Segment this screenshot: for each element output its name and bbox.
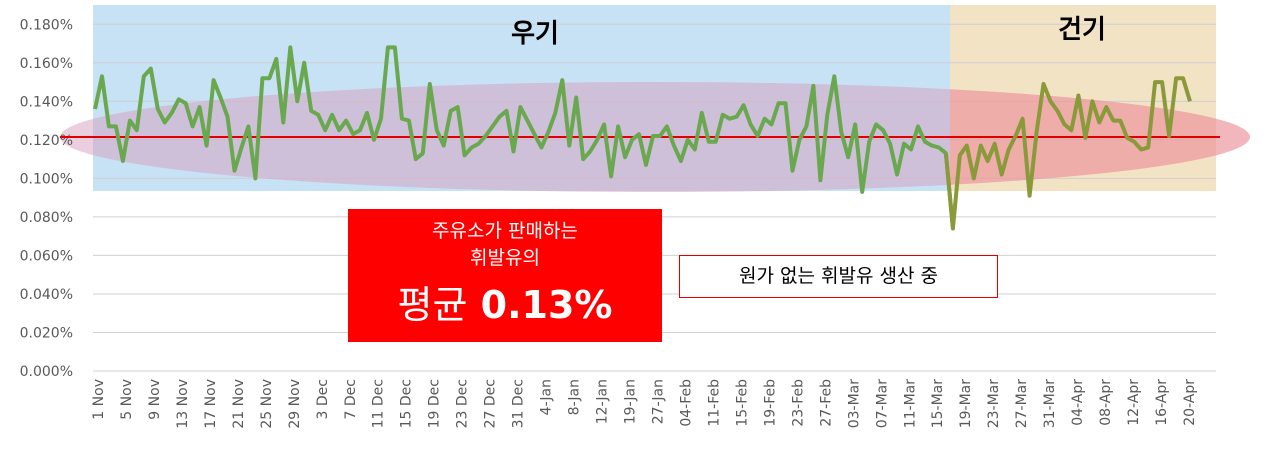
x-tick-label: 31 Dec (511, 379, 527, 428)
x-tick-label: 15-Mar (930, 379, 946, 429)
x-tick-label: 23 Dec (455, 379, 471, 428)
x-tick-label: 04-Apr (1070, 379, 1086, 426)
x-tick-label: 15-Feb (734, 379, 750, 427)
x-tick-label: 13 Nov (175, 379, 191, 429)
x-tick-label: 27-Mar (1014, 379, 1030, 429)
x-tick-label: 23-Mar (986, 379, 1002, 429)
x-tick-label: 12-Jan (595, 379, 611, 424)
dry-season-label: 건기 (1058, 15, 1106, 45)
y-tick-label: 0.000% (20, 364, 73, 380)
average-label-box: 주유소가 판매하는 휘발유의 평균 0.13% (348, 209, 662, 342)
rainy-season-label: 우기 (511, 19, 559, 49)
average-label-line1: 주유소가 판매하는 (432, 220, 578, 242)
x-tick-label: 19-Mar (958, 379, 974, 429)
y-tick-label: 0.140% (20, 94, 73, 110)
x-tick-label: 03-Mar (846, 379, 862, 429)
x-tick-label: 29 Nov (287, 379, 303, 429)
x-tick-label: 15 Dec (399, 379, 415, 428)
x-tick-label: 08-Apr (1098, 379, 1114, 426)
x-tick-label: 12-Apr (1126, 379, 1142, 426)
x-tick-label: 9 Nov (147, 379, 163, 420)
x-tick-label: 3 Dec (315, 379, 331, 419)
x-tick-label: 23-Feb (790, 379, 806, 427)
x-tick-label: 20-Apr (1182, 379, 1198, 426)
x-tick-label: 25 Nov (259, 379, 275, 429)
y-tick-label: 0.180% (20, 17, 73, 33)
series-line-rainy (93, 45, 955, 229)
x-tick-label: 27-Jan (650, 379, 666, 424)
y-tick-label: 0.040% (20, 287, 73, 303)
x-tick-label: 19-Feb (762, 379, 778, 427)
y-tick-label: 0.020% (20, 325, 73, 341)
y-tick-label: 0.060% (20, 248, 73, 264)
x-tick-label: 7 Dec (343, 379, 359, 419)
series (93, 45, 1192, 231)
x-tick-label: 8-Jan (567, 379, 583, 415)
x-tick-label: 19-Jan (623, 379, 639, 424)
x-tick-label: 21 Nov (231, 379, 247, 429)
x-tick-label: 1 Nov (91, 379, 107, 420)
series-line-dry (943, 76, 1192, 231)
y-tick-label: 0.120% (20, 133, 73, 149)
average-label-line2: 휘발유의 (470, 247, 540, 269)
x-tick-label: 5 Nov (119, 379, 135, 420)
x-tick-label: 27 Dec (483, 379, 499, 428)
x-tick-label: 19 Dec (427, 379, 443, 428)
x-axis: 1 Nov 5 Nov 9 Nov 13 Nov 17 Nov 21 Nov 25 Nov 2… (91, 379, 1198, 429)
y-tick-label: 0.100% (20, 171, 73, 187)
x-tick-label: 31-Mar (1042, 379, 1058, 429)
x-tick-label: 27-Feb (818, 379, 834, 427)
x-tick-label: 07-Mar (874, 379, 890, 429)
y-axis: 0.000% 0.020% 0.040% 0.060% 0.080% 0.100% 0.12… (20, 17, 73, 380)
average-label-value: 0.13% (480, 283, 613, 327)
y-tick-label: 0.080% (20, 210, 73, 226)
x-tick-label: 11 Dec (371, 379, 387, 428)
x-tick-label: 11-Mar (902, 379, 918, 429)
y-tick-label: 0.160% (20, 56, 73, 72)
x-tick-label: 16-Apr (1154, 379, 1170, 426)
note-box: 원가 없는 휘발유 생산 중 (679, 255, 998, 298)
x-tick-label: 4-Jan (539, 379, 555, 415)
x-tick-label: 04-Feb (678, 379, 694, 427)
average-label-line3: 평균 0.13% (348, 281, 662, 329)
x-tick-label: 17 Nov (203, 379, 219, 429)
average-label-prefix: 평균 (397, 283, 468, 327)
x-tick-label: 11-Feb (706, 379, 722, 427)
